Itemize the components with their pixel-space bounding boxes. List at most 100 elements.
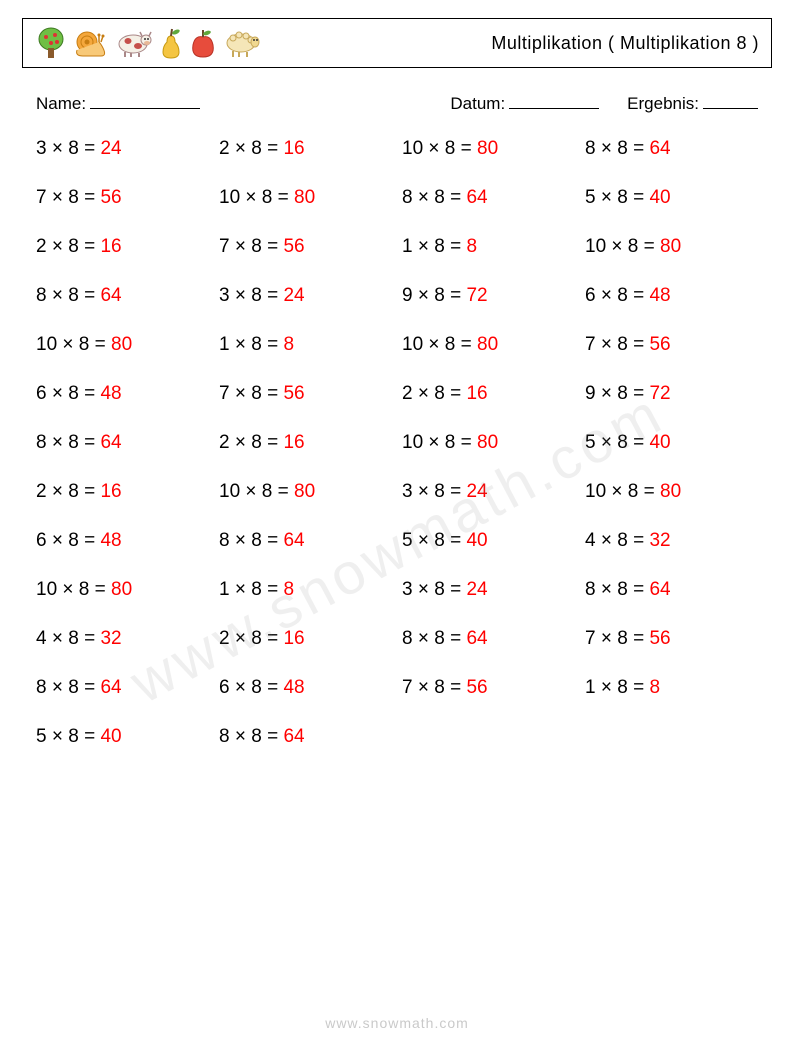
operand-a: 4 [36,628,47,649]
operand-b: 8 [251,530,262,551]
answer: 16 [283,628,304,649]
answer: 56 [649,628,670,649]
problem-cell: 6 × 8 = 48 [36,383,209,405]
operand-a: 1 [219,334,230,355]
problem-cell: 1 × 8 = 8 [585,677,758,699]
operand-b: 8 [628,236,639,257]
answer: 24 [283,285,304,306]
operand-b: 8 [251,579,262,600]
operand-a: 8 [36,285,47,306]
header-icons [35,26,261,60]
problem-cell: 7 × 8 = 56 [585,628,758,650]
problem-cell: 10 × 8 = 80 [402,432,575,454]
answer: 24 [100,138,121,159]
problem-cell: 8 × 8 = 64 [36,432,209,454]
apple-icon [189,27,217,59]
operand-a: 5 [585,432,596,453]
cow-icon [113,28,153,58]
operand-a: 6 [36,530,47,551]
problem-cell: 5 × 8 = 40 [585,187,758,209]
operand-b: 8 [445,432,456,453]
answer: 8 [283,579,294,600]
answer: 56 [283,383,304,404]
problem-cell: 8 × 8 = 64 [36,285,209,307]
worksheet-title: Multiplikation ( Multiplikation 8 ) [491,33,759,54]
answer: 80 [660,236,681,257]
answer: 16 [283,432,304,453]
operand-b: 8 [251,726,262,747]
problem-cell: 2 × 8 = 16 [36,481,209,503]
problem-cell: 9 × 8 = 72 [402,285,575,307]
problem-cell: 1 × 8 = 8 [219,334,392,356]
operand-a: 6 [585,285,596,306]
result-blank[interactable] [703,108,758,109]
operand-b: 8 [68,628,79,649]
operand-a: 8 [402,628,413,649]
problem-cell: 2 × 8 = 16 [219,138,392,160]
operand-a: 4 [585,530,596,551]
problem-cell: 5 × 8 = 40 [36,726,209,748]
problem-cell: 10 × 8 = 80 [36,334,209,356]
problem-cell: 10 × 8 = 80 [36,579,209,601]
answer: 64 [100,432,121,453]
operand-b: 8 [262,481,273,502]
operand-b: 8 [68,187,79,208]
problem-cell: 9 × 8 = 72 [585,383,758,405]
snail-icon [73,28,107,58]
answer: 80 [111,579,132,600]
problem-cell: 7 × 8 = 56 [219,236,392,258]
operand-a: 7 [585,628,596,649]
operand-a: 2 [219,138,230,159]
problem-cell: 3 × 8 = 24 [402,481,575,503]
problem-cell: 3 × 8 = 24 [402,579,575,601]
operand-b: 8 [434,628,445,649]
name-blank[interactable] [90,108,200,109]
operand-b: 8 [68,677,79,698]
operand-a: 10 [402,432,423,453]
date-blank[interactable] [509,108,599,109]
answer: 72 [466,285,487,306]
problems-grid: 3 × 8 = 24 2 × 8 = 16 10 × 8 = 80 8 × 8 = 6… [36,138,758,748]
operand-b: 8 [617,628,628,649]
problem-cell: 7 × 8 = 56 [219,383,392,405]
answer: 80 [477,432,498,453]
answer: 64 [283,530,304,551]
sheep-icon [223,28,261,58]
answer: 80 [294,481,315,502]
operand-b: 8 [434,481,445,502]
operand-a: 5 [585,187,596,208]
answer: 72 [649,383,670,404]
operand-a: 7 [219,236,230,257]
operand-a: 2 [219,432,230,453]
operand-b: 8 [251,677,262,698]
operand-b: 8 [617,138,628,159]
operand-b: 8 [68,481,79,502]
answer: 56 [466,677,487,698]
operand-a: 3 [36,138,47,159]
answer: 48 [283,677,304,698]
problem-cell: 8 × 8 = 64 [402,187,575,209]
operand-a: 1 [402,236,413,257]
operand-b: 8 [251,628,262,649]
answer: 64 [100,285,121,306]
problem-cell: 2 × 8 = 16 [219,432,392,454]
answer: 16 [100,236,121,257]
problem-cell: 4 × 8 = 32 [585,530,758,552]
answer: 80 [111,334,132,355]
name-field: Name: [36,94,200,114]
pear-icon [159,26,183,60]
operand-b: 8 [434,236,445,257]
operand-b: 8 [434,383,445,404]
operand-b: 8 [434,285,445,306]
answer: 64 [466,628,487,649]
answer: 64 [649,138,670,159]
operand-a: 3 [402,481,413,502]
answer: 8 [649,677,660,698]
problem-cell: 5 × 8 = 40 [402,530,575,552]
answer: 32 [100,628,121,649]
date-label: Datum: [450,94,505,113]
operand-a: 3 [402,579,413,600]
answer: 56 [283,236,304,257]
problem-cell: 2 × 8 = 16 [219,628,392,650]
answer: 48 [100,383,121,404]
